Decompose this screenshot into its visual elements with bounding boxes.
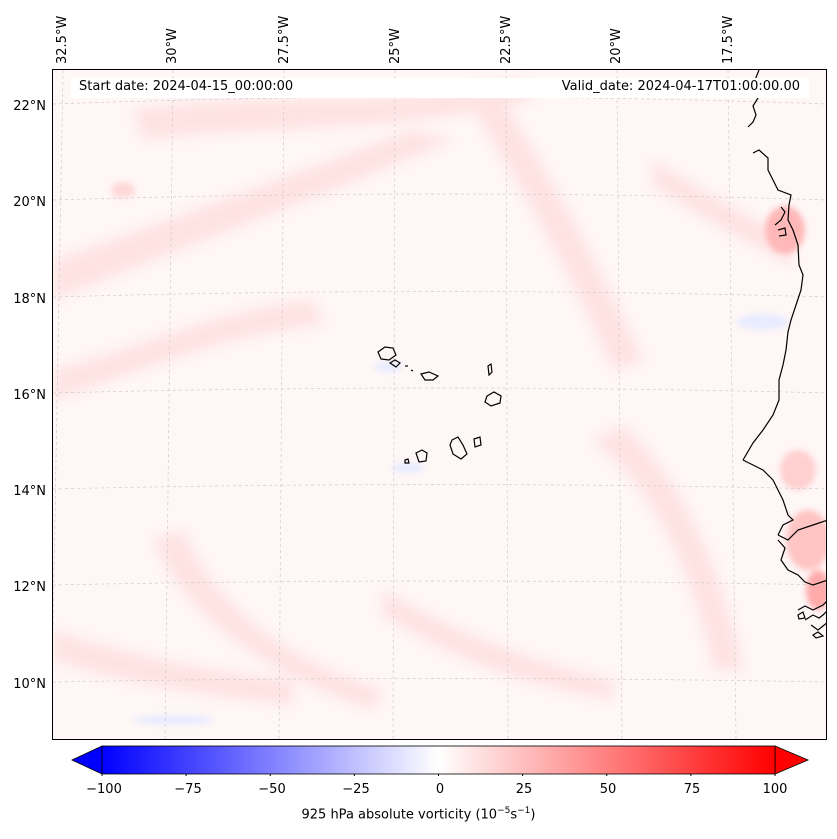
- lon-label-32-5w: 32.5°W: [55, 15, 70, 64]
- lat-label-14n: 14°N: [13, 484, 46, 499]
- header-band: [71, 78, 809, 98]
- lon-label-25w: 25°W: [388, 28, 403, 64]
- colorbar-tick-label: −75: [174, 782, 202, 797]
- lat-label-18n: 18°N: [13, 292, 46, 307]
- graticule: [53, 70, 826, 739]
- colorbar-title-unit: s: [510, 807, 518, 823]
- colorbar-gradient: [101, 745, 776, 775]
- map-panel[interactable]: Start date: 2024-04-15_00:00:00 Valid_da…: [52, 69, 827, 740]
- colorbar-title: 925 hPa absolute vorticity (10−5s−1): [0, 806, 837, 822]
- valid-date-label: Valid_date: 2024-04-17T01:00:00.00: [561, 79, 800, 94]
- colorbar-tick-label: 0: [435, 782, 445, 797]
- strong-positive-vorticity: [111, 182, 826, 610]
- lat-label-22n: 22°N: [13, 99, 46, 114]
- colorbar-title-exp1: −5: [497, 806, 511, 816]
- colorbar-tick-marks: [101, 774, 776, 776]
- lat-label-12n: 12°N: [13, 580, 46, 595]
- lon-label-27-5w: 27.5°W: [277, 15, 292, 64]
- colorbar-title-exp2: −1: [517, 806, 531, 816]
- colorbar-tick-label: 25: [515, 782, 533, 797]
- colorbar-extend-min: [71, 745, 103, 775]
- negative-vorticity-patches: [133, 314, 789, 725]
- lat-label-10n: 10°N: [13, 677, 46, 692]
- cape-verde-islands: [377, 346, 502, 464]
- colorbar-extend-max: [774, 745, 810, 775]
- lon-label-17-5w: 17.5°W: [721, 15, 736, 64]
- start-date-label: Start date: 2024-04-15_00:00:00: [79, 79, 294, 94]
- colorbar-title-end: ): [530, 807, 536, 823]
- lon-label-22-5w: 22.5°W: [499, 15, 514, 64]
- colorbar-tick-label: −50: [258, 782, 286, 797]
- colorbar-title-main: 925 hPa absolute vorticity (10: [301, 807, 498, 823]
- colorbar-tick-label: 75: [683, 782, 701, 797]
- lat-label-16n: 16°N: [13, 388, 46, 403]
- vorticity-map: [53, 70, 826, 739]
- colorbar-tick-label: −100: [86, 782, 122, 797]
- lat-label-20n: 20°N: [13, 195, 46, 210]
- lon-label-30w: 30°W: [165, 28, 180, 64]
- colorbar: [71, 745, 810, 776]
- african-coastline: [742, 70, 826, 639]
- colorbar-tick-label: 100: [762, 782, 788, 797]
- lon-label-20w: 20°W: [609, 28, 624, 64]
- colorbar-tick-label: 50: [599, 782, 617, 797]
- colorbar-tick-label: −25: [342, 782, 370, 797]
